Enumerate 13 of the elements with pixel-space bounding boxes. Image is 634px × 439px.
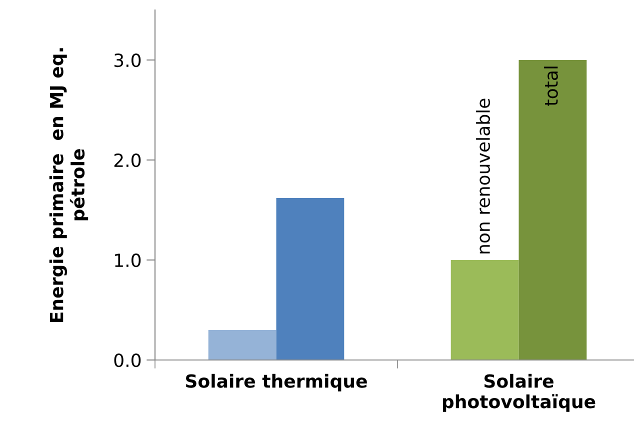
bar bbox=[276, 198, 344, 360]
text: non renouvelable bbox=[476, 98, 490, 254]
x-tick-label: Solaire photovoltaïque bbox=[442, 374, 596, 412]
y-tick-label: 1.0 bbox=[115, 253, 141, 268]
y-axis-title: Energie primaire en MJ eq. pétrole bbox=[49, 48, 88, 322]
bar bbox=[518, 60, 587, 360]
x-tick-label: Solaire thermique bbox=[186, 374, 367, 392]
bar bbox=[450, 260, 519, 360]
y-tick-label: 2.0 bbox=[114, 153, 141, 168]
y-tick-label: 3.0 bbox=[114, 53, 141, 68]
series-label: total bbox=[544, 66, 558, 106]
bar bbox=[208, 330, 276, 360]
y-tick-label: 0.0 bbox=[114, 353, 141, 368]
